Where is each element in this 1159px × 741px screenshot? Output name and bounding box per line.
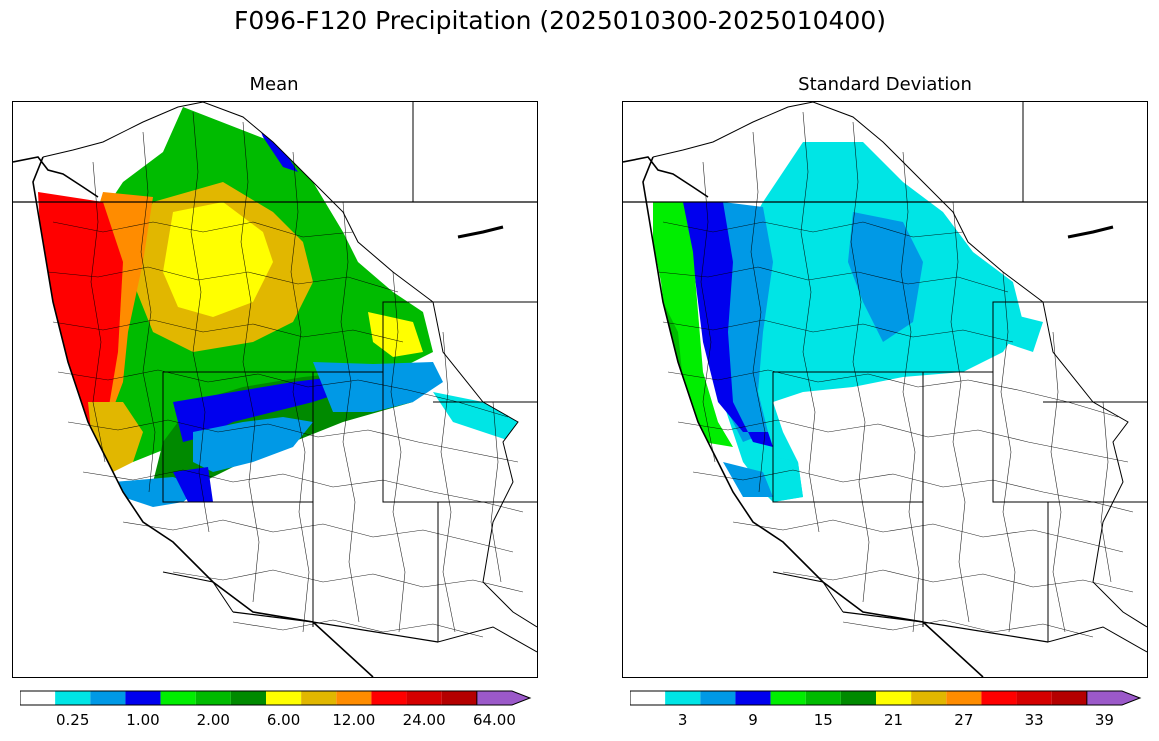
mean-colorbar-segment [160, 691, 196, 705]
mean-colorbar-segment [406, 691, 442, 705]
std-colorbar-segment [665, 691, 701, 705]
mean-colorbar-outline [20, 690, 477, 706]
figure-title: F096-F120 Precipitation (2025010300-2025… [233, 6, 886, 35]
std-colorbar-segment [805, 691, 841, 705]
std-colorbar-tick-label: 3 [677, 711, 688, 729]
std-colorbar-extend-arrow [1086, 690, 1142, 706]
mean-colorbar-segment [55, 691, 91, 705]
mean-basin-lines [47, 111, 524, 638]
std-map [622, 101, 1148, 678]
std-colorbar-segment [1016, 691, 1052, 705]
std-colorbar-tick-label: 9 [748, 711, 758, 729]
mean-colorbar-segment [20, 691, 56, 705]
mean-colorbar-segment [195, 691, 231, 705]
std-colorbar-outline [630, 690, 1087, 706]
std-colorbar-segment [735, 691, 771, 705]
std-panel-title: Standard Deviation [798, 74, 972, 95]
std-borders [623, 102, 1147, 677]
std-colorbar-tick-label: 21 [884, 711, 904, 729]
mean-colorbar-segment [441, 691, 477, 705]
std-precip-fill [643, 102, 1147, 677]
std-colorbar [630, 690, 1142, 706]
std-colorbar-segment [1051, 691, 1087, 705]
mean-precip-fill [33, 102, 537, 677]
std-colorbar-segment [840, 691, 876, 705]
std-colorbar-tick-label: 27 [954, 711, 974, 729]
mean-colorbar-segment [90, 691, 126, 705]
std-colorbar-segment [876, 691, 912, 705]
mean-colorbar-tick-label: 24.00 [402, 711, 446, 729]
mean-colorbar-tick-label: 1.00 [126, 711, 160, 729]
mean-colorbar-segment [336, 691, 372, 705]
std-basin-lines [657, 111, 1134, 638]
std-colorbar-segment [981, 691, 1017, 705]
mean-colorbar-segment [371, 691, 407, 705]
mean-map-canvas [13, 102, 537, 677]
mean-colorbar-extend-arrow [476, 690, 532, 706]
std-colorbar-tick-label: 39 [1094, 711, 1114, 729]
mean-colorbar-segment [301, 691, 337, 705]
std-map-canvas [623, 102, 1147, 677]
mean-colorbar-segment [230, 691, 266, 705]
std-colorbar-segment [700, 691, 736, 705]
mean-colorbar-tick-label: 0.25 [56, 711, 90, 729]
std-colorbar-segment [911, 691, 947, 705]
mean-colorbar-tick-label: 12.00 [332, 711, 376, 729]
mean-colorbar-tick-label: 2.00 [196, 711, 230, 729]
std-colorbar-segment [770, 691, 806, 705]
mean-colorbar-segment [266, 691, 302, 705]
std-colorbar-tick-label: 33 [1024, 711, 1044, 729]
std-colorbar-segment [630, 691, 666, 705]
mean-panel-title: Mean [249, 74, 299, 95]
mean-colorbar [20, 690, 532, 706]
mean-colorbar-tick-label: 6.00 [266, 711, 301, 729]
mean-colorbar-tick-label: 64.00 [472, 711, 516, 729]
mean-colorbar-segment [125, 691, 161, 705]
mean-map [12, 101, 538, 678]
mean-borders [13, 102, 537, 677]
std-colorbar-segment [946, 691, 982, 705]
std-colorbar-tick-label: 15 [813, 711, 833, 729]
